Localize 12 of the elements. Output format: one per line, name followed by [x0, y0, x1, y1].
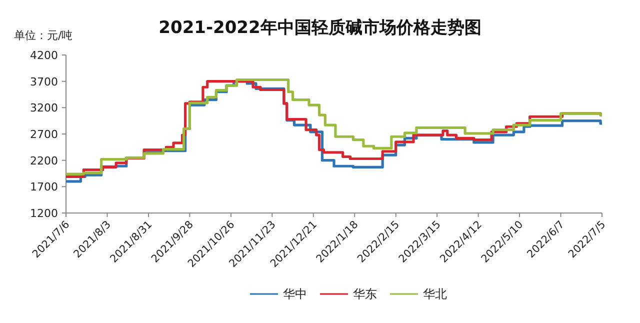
chart-title: 2021-2022年中国轻质碱市场价格走势图 [158, 18, 482, 38]
legend-label: 华北 [423, 287, 447, 301]
y-tick-label: 2200 [30, 154, 58, 168]
y-tick-label: 1700 [30, 180, 58, 194]
legend-label: 华东 [353, 287, 377, 301]
legend-label: 华中 [283, 287, 307, 301]
y-tick-label: 4200 [30, 49, 58, 62]
y-tick-label: 3700 [30, 75, 58, 88]
y-axis-title: 单位：元/吨 [14, 29, 73, 42]
y-tick-label: 1200 [30, 207, 58, 220]
y-tick-label: 2700 [30, 128, 58, 141]
y-tick-label: 3200 [30, 102, 58, 115]
